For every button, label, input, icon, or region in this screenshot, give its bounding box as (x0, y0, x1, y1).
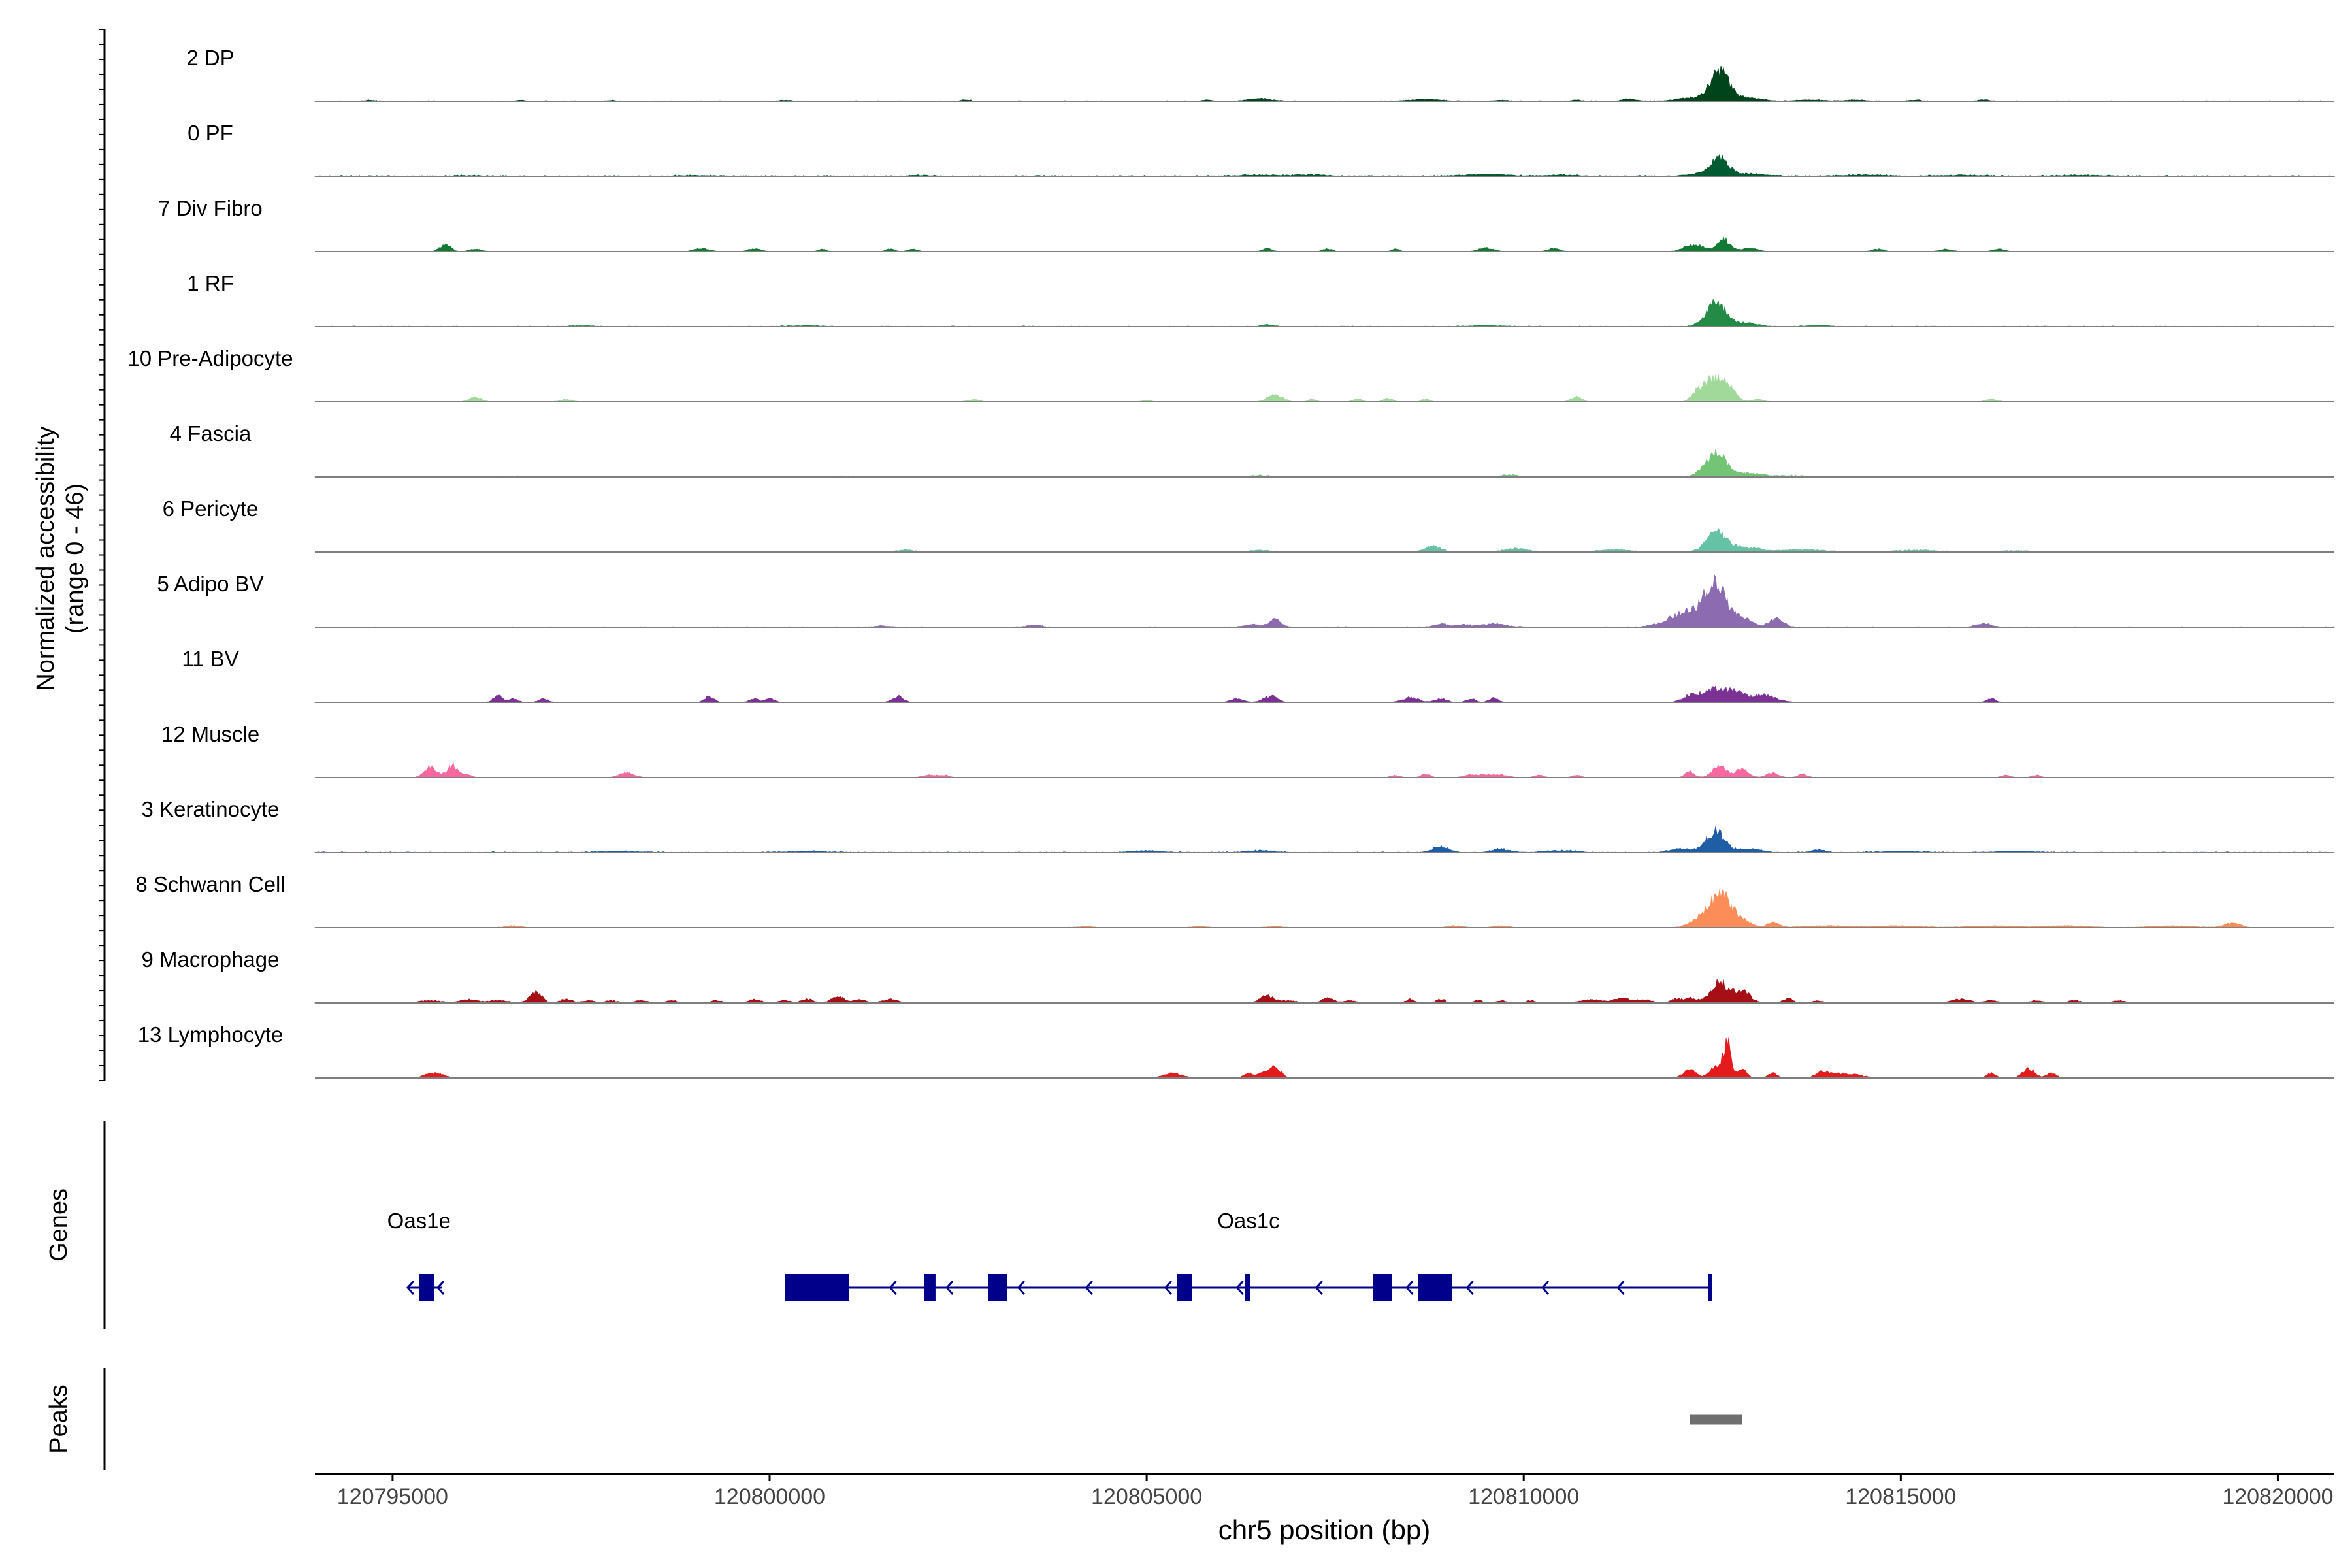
gene-label: Oas1e (387, 1209, 451, 1233)
y-axis-title-line2: (range 0 - 46) (61, 483, 89, 634)
track-12-muscle: 12 Muscle (161, 722, 2334, 778)
track-label: 3 Keratinocyte (142, 797, 280, 821)
track-label: 6 Pericyte (163, 497, 259, 521)
gene-exon (1245, 1274, 1250, 1301)
track-8-schwann-cell: 8 Schwann Cell (135, 872, 2335, 928)
strand-arrow-icon (1405, 1280, 1414, 1296)
gene-exon (1177, 1274, 1192, 1301)
x-axis-tick-label: 120820000 (2222, 1484, 2333, 1509)
coverage-tracks: 2 DP 0 PF 7 Div Fibro 1 RF 10 Pre-Adipocyte 4… (127, 46, 2336, 1079)
gene-exon (1418, 1274, 1452, 1301)
gene-oas1c: Oas1c (785, 1209, 1712, 1301)
track-label: 0 PF (188, 121, 233, 145)
gene-exon (1373, 1274, 1392, 1301)
y-axis-title-line1: Normalized accessibility (32, 426, 59, 691)
coverage-area (314, 299, 2334, 327)
track-3-keratinocyte: 3 Keratinocyte (142, 797, 2335, 853)
track-10-pre-adipocyte: 10 Pre-Adipocyte (127, 346, 2334, 402)
gene-oas1e: Oas1e (387, 1209, 451, 1301)
coverage-area (315, 374, 2334, 402)
peak-region (1690, 1414, 1742, 1425)
x-axis-tick-label: 120805000 (1091, 1484, 1202, 1509)
gene-exon (1708, 1274, 1712, 1301)
y-axis-title: Normalized accessibility (range 0 - 46) (32, 426, 89, 691)
gene-exon (785, 1274, 849, 1301)
strand-arrow-icon (1616, 1280, 1625, 1296)
coverage-area (314, 685, 2334, 703)
gene-models: Oas1e Oas1c (387, 1209, 1712, 1301)
strand-arrow-icon (1017, 1280, 1026, 1296)
track-13-lymphocyte: 13 Lymphocyte (138, 1022, 2334, 1079)
strand-arrow-icon (1164, 1280, 1173, 1296)
strand-arrow-icon (945, 1280, 954, 1296)
track-label: 8 Schwann Cell (135, 872, 285, 896)
track-label: 13 Lymphocyte (138, 1022, 284, 1047)
gene-exon (988, 1274, 1007, 1301)
track-label: 1 RF (187, 271, 234, 295)
strand-arrow-icon (1085, 1280, 1093, 1296)
coverage-area (315, 236, 2334, 252)
track-1-rf: 1 RF (187, 271, 2334, 327)
strand-arrow-icon (1541, 1280, 1550, 1296)
strand-arrow-icon (436, 1280, 445, 1296)
gene-exon (419, 1274, 434, 1301)
track-label: 11 BV (182, 647, 238, 671)
track-9-macrophage: 9 Macrophage (142, 947, 2335, 1004)
strand-arrow-icon (406, 1280, 415, 1296)
peaks-axis-title: Peaks (45, 1384, 73, 1454)
track-5-adipo-bv: 5 Adipo BV (157, 572, 2335, 628)
y-axis-ticks (99, 29, 106, 1081)
track-6-pericyte: 6 Pericyte (163, 497, 2334, 553)
coverage-area (314, 65, 2334, 102)
track-label: 9 Macrophage (142, 947, 280, 972)
track-0-pf: 0 PF (188, 121, 2336, 177)
track-7-div-fibro: 7 Div Fibro (158, 196, 2334, 252)
coverage-area (314, 826, 2335, 853)
track-2-dp: 2 DP (186, 46, 2334, 102)
coverage-area (314, 762, 2334, 778)
track-label: 7 Div Fibro (158, 196, 263, 220)
track-label: 5 Adipo BV (157, 572, 263, 596)
x-axis-tick-label: 120795000 (337, 1484, 448, 1509)
strand-arrow-icon (889, 1280, 897, 1296)
coverage-area (315, 1037, 2334, 1079)
x-axis-ticks: 120795000 120800000 120805000 120810000 1208… (337, 1474, 2334, 1509)
coverage-area (314, 154, 2336, 177)
genes-axis-title: Genes (45, 1188, 73, 1262)
x-axis: 120795000 120800000 120805000 120810000 1208… (315, 1473, 2334, 1545)
coverage-area (314, 979, 2335, 1004)
x-axis-tick-label: 120815000 (1845, 1484, 1956, 1509)
gene-exon (924, 1274, 936, 1301)
track-label: 4 Fascia (170, 421, 252, 446)
track-11-bv: 11 BV (182, 647, 2334, 703)
coverage-area (314, 527, 2334, 553)
coverage-area (315, 574, 2335, 628)
x-axis-tick-label: 120810000 (1468, 1484, 1579, 1509)
peak-marks (1690, 1414, 1742, 1425)
peaks-panel: Peaks (45, 1368, 1742, 1470)
genes-panel: Genes Oas1e Oas1c (45, 1121, 1712, 1329)
strand-arrow-icon (1235, 1280, 1244, 1296)
track-label: 12 Muscle (161, 722, 259, 746)
coverage-area (314, 889, 2335, 928)
x-axis-title: chr5 position (bp) (1218, 1514, 1431, 1545)
x-axis-tick-label: 120800000 (714, 1484, 825, 1509)
track-label: 10 Pre-Adipocyte (127, 346, 293, 370)
strand-arrow-icon (1315, 1280, 1323, 1296)
track-label: 2 DP (186, 46, 234, 70)
gene-label: Oas1c (1217, 1209, 1279, 1233)
track-4-fascia: 4 Fascia (170, 421, 2335, 478)
strand-arrow-icon (1465, 1280, 1474, 1296)
coverage-area (314, 449, 2335, 478)
